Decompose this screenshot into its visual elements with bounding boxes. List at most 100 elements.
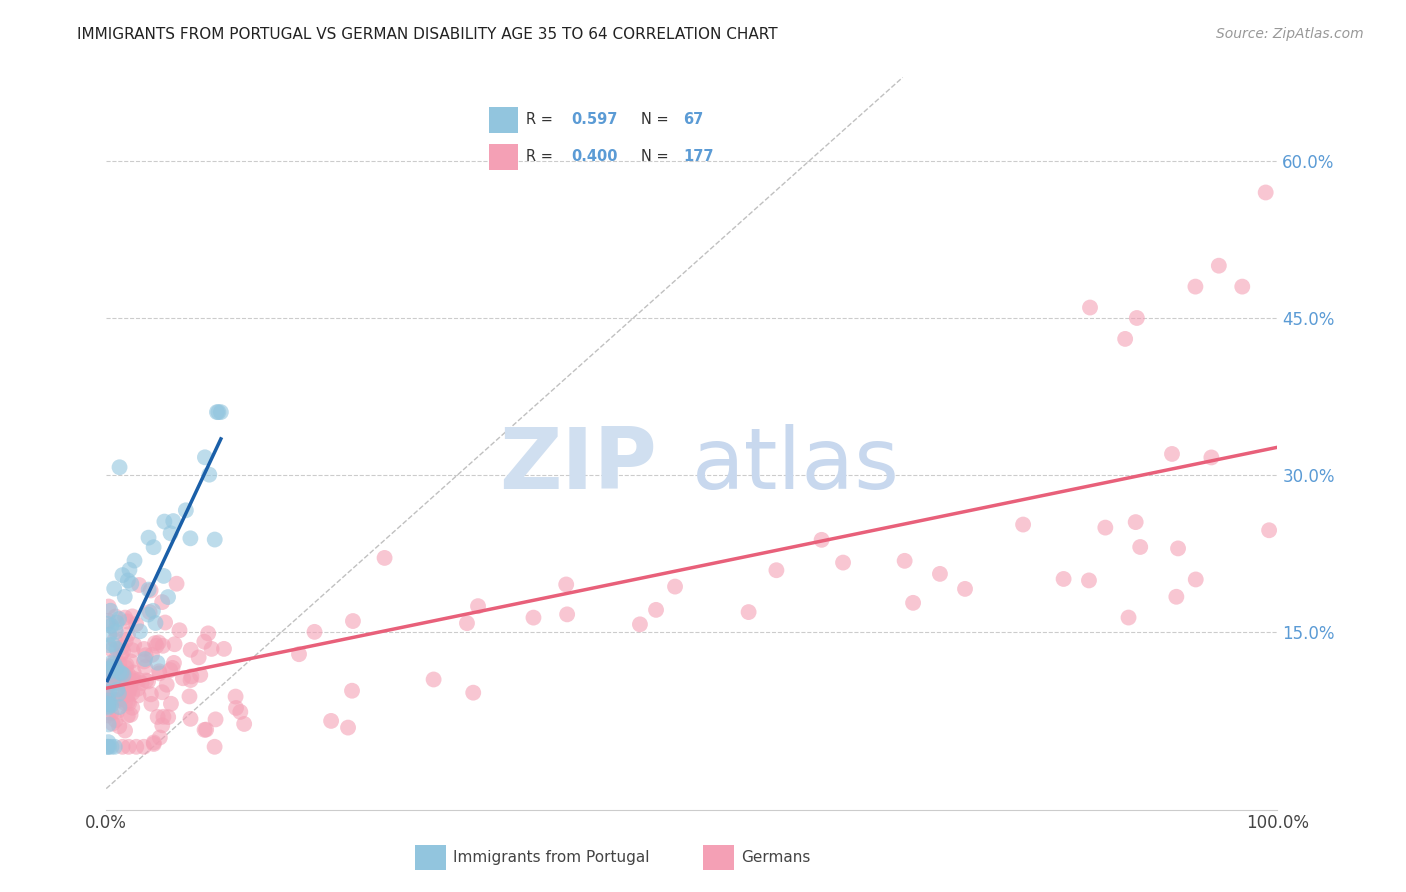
Point xyxy=(146,656,169,670)
Point xyxy=(105,682,128,697)
Point xyxy=(146,710,169,724)
Point xyxy=(1126,310,1149,325)
Point xyxy=(187,650,209,665)
Point xyxy=(115,680,138,694)
Point xyxy=(160,697,183,711)
Point xyxy=(100,604,122,618)
Point xyxy=(138,531,160,545)
Point xyxy=(467,599,489,614)
Point xyxy=(114,696,136,710)
Point xyxy=(136,674,159,689)
Point xyxy=(188,668,211,682)
Point xyxy=(108,665,131,680)
Point xyxy=(129,624,152,639)
Point xyxy=(111,665,134,679)
Point xyxy=(1232,279,1254,293)
Point xyxy=(97,599,120,614)
Point xyxy=(179,712,201,726)
Point xyxy=(159,526,181,541)
Point xyxy=(107,665,129,680)
Point xyxy=(150,718,173,732)
Point xyxy=(100,706,122,721)
Point xyxy=(901,596,924,610)
Point xyxy=(204,739,226,754)
Text: Immigrants from Portugal: Immigrants from Portugal xyxy=(453,850,650,864)
Point xyxy=(162,661,184,675)
Point xyxy=(97,638,120,652)
Point xyxy=(156,678,179,692)
Point xyxy=(138,605,160,619)
Point xyxy=(122,638,145,652)
Point xyxy=(108,700,131,714)
Point xyxy=(162,514,184,528)
Point xyxy=(148,666,170,681)
Point xyxy=(122,672,145,686)
Point xyxy=(1094,520,1116,534)
Point xyxy=(1012,517,1035,532)
Point xyxy=(108,612,131,626)
Point xyxy=(1129,540,1152,554)
Point xyxy=(929,566,952,581)
Point xyxy=(163,637,186,651)
Point xyxy=(96,692,118,706)
Point xyxy=(114,723,136,738)
Point xyxy=(1118,610,1140,624)
Point xyxy=(163,656,186,670)
Point xyxy=(198,467,221,482)
Point xyxy=(121,686,143,700)
Point xyxy=(1166,590,1188,604)
Point xyxy=(111,568,134,582)
Point xyxy=(96,616,118,631)
Point xyxy=(131,676,153,690)
Point xyxy=(120,576,142,591)
Point xyxy=(98,628,121,642)
Point xyxy=(97,665,120,680)
Point xyxy=(121,643,143,657)
Point xyxy=(150,685,173,699)
Point xyxy=(134,652,156,666)
Point xyxy=(180,673,202,687)
Point xyxy=(117,615,139,629)
Point xyxy=(117,627,139,641)
Point xyxy=(103,582,125,596)
Point xyxy=(195,723,218,737)
Point xyxy=(321,714,343,728)
Point xyxy=(422,673,444,687)
Point xyxy=(96,697,118,711)
Point xyxy=(96,739,118,754)
Point xyxy=(142,737,165,751)
Point xyxy=(105,704,128,718)
Point xyxy=(143,636,166,650)
Point xyxy=(125,617,148,632)
Point xyxy=(555,577,578,591)
Point xyxy=(100,739,122,754)
Point xyxy=(1161,447,1184,461)
Point xyxy=(101,663,124,677)
Point xyxy=(112,644,135,658)
Point xyxy=(100,656,122,670)
Text: Source: ZipAtlas.com: Source: ZipAtlas.com xyxy=(1216,27,1364,41)
Text: atlas: atlas xyxy=(692,424,900,507)
Point xyxy=(145,615,167,630)
Point xyxy=(149,731,172,745)
Point xyxy=(103,667,125,681)
Point xyxy=(117,574,139,588)
Point xyxy=(1201,450,1223,465)
Point xyxy=(810,533,832,547)
Point xyxy=(127,673,149,687)
Point xyxy=(1258,523,1281,537)
Point xyxy=(120,654,142,668)
Point xyxy=(114,684,136,698)
Point xyxy=(340,683,363,698)
Point xyxy=(225,701,247,715)
Point xyxy=(107,671,129,685)
Point xyxy=(132,655,155,669)
Point xyxy=(456,616,478,631)
Point xyxy=(117,695,139,709)
Point xyxy=(104,652,127,666)
Point xyxy=(157,590,180,604)
Point xyxy=(98,662,121,676)
Point xyxy=(152,639,174,653)
Point xyxy=(117,680,139,694)
Point xyxy=(1208,259,1230,273)
